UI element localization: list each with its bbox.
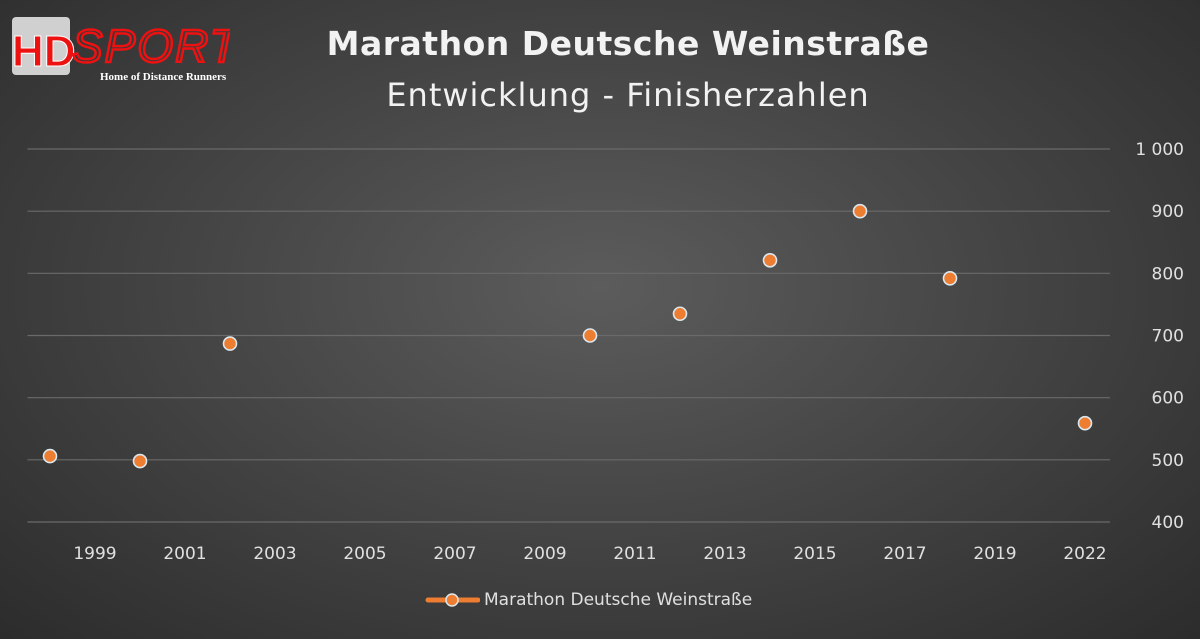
y-tick-label: 800 xyxy=(1152,264,1184,284)
x-tick-label: 2019 xyxy=(973,544,1016,564)
data-point xyxy=(132,453,148,469)
x-tick-label: 2009 xyxy=(523,544,566,564)
y-tick-label: 1 000 xyxy=(1135,140,1184,160)
x-tick-label: 2005 xyxy=(343,544,386,564)
x-tick-label: 2017 xyxy=(883,544,926,564)
x-tick-label: 2003 xyxy=(253,544,296,564)
x-tick-label: 2001 xyxy=(163,544,206,564)
y-tick-label: 400 xyxy=(1152,513,1184,533)
logo-tagline: Home of Distance Runners xyxy=(100,71,227,83)
logo-plate xyxy=(12,17,70,75)
data-point xyxy=(42,448,58,464)
x-tick-label: 2015 xyxy=(793,544,836,564)
y-tick-label: 700 xyxy=(1152,327,1184,347)
chart-title: Marathon Deutsche Weinstraße xyxy=(326,24,930,63)
legend-label: Marathon Deutsche Weinstraße xyxy=(484,590,753,610)
x-tick-label: 2007 xyxy=(433,544,476,564)
logo-hd: HD xyxy=(12,27,76,76)
y-tick-label: 900 xyxy=(1152,202,1184,222)
data-point xyxy=(672,306,688,322)
data-point xyxy=(942,271,958,286)
data-point xyxy=(762,252,778,268)
x-tick-label: 2022 xyxy=(1063,544,1106,564)
data-point xyxy=(222,336,238,351)
x-tick-label: 1999 xyxy=(73,544,116,564)
legend[interactable]: Marathon Deutsche Weinstraße xyxy=(424,590,752,610)
chart-subtitle: Entwicklung - Finisherzahlen xyxy=(386,76,870,114)
y-tick-label: 500 xyxy=(1152,451,1184,471)
y-tick-label: 600 xyxy=(1152,389,1184,409)
data-point xyxy=(852,203,868,219)
x-tick-label: 2013 xyxy=(703,544,746,564)
data-point xyxy=(1077,415,1093,431)
legend-marker-icon xyxy=(425,593,480,607)
data-point xyxy=(582,328,598,343)
x-tick-label: 2011 xyxy=(613,544,656,564)
